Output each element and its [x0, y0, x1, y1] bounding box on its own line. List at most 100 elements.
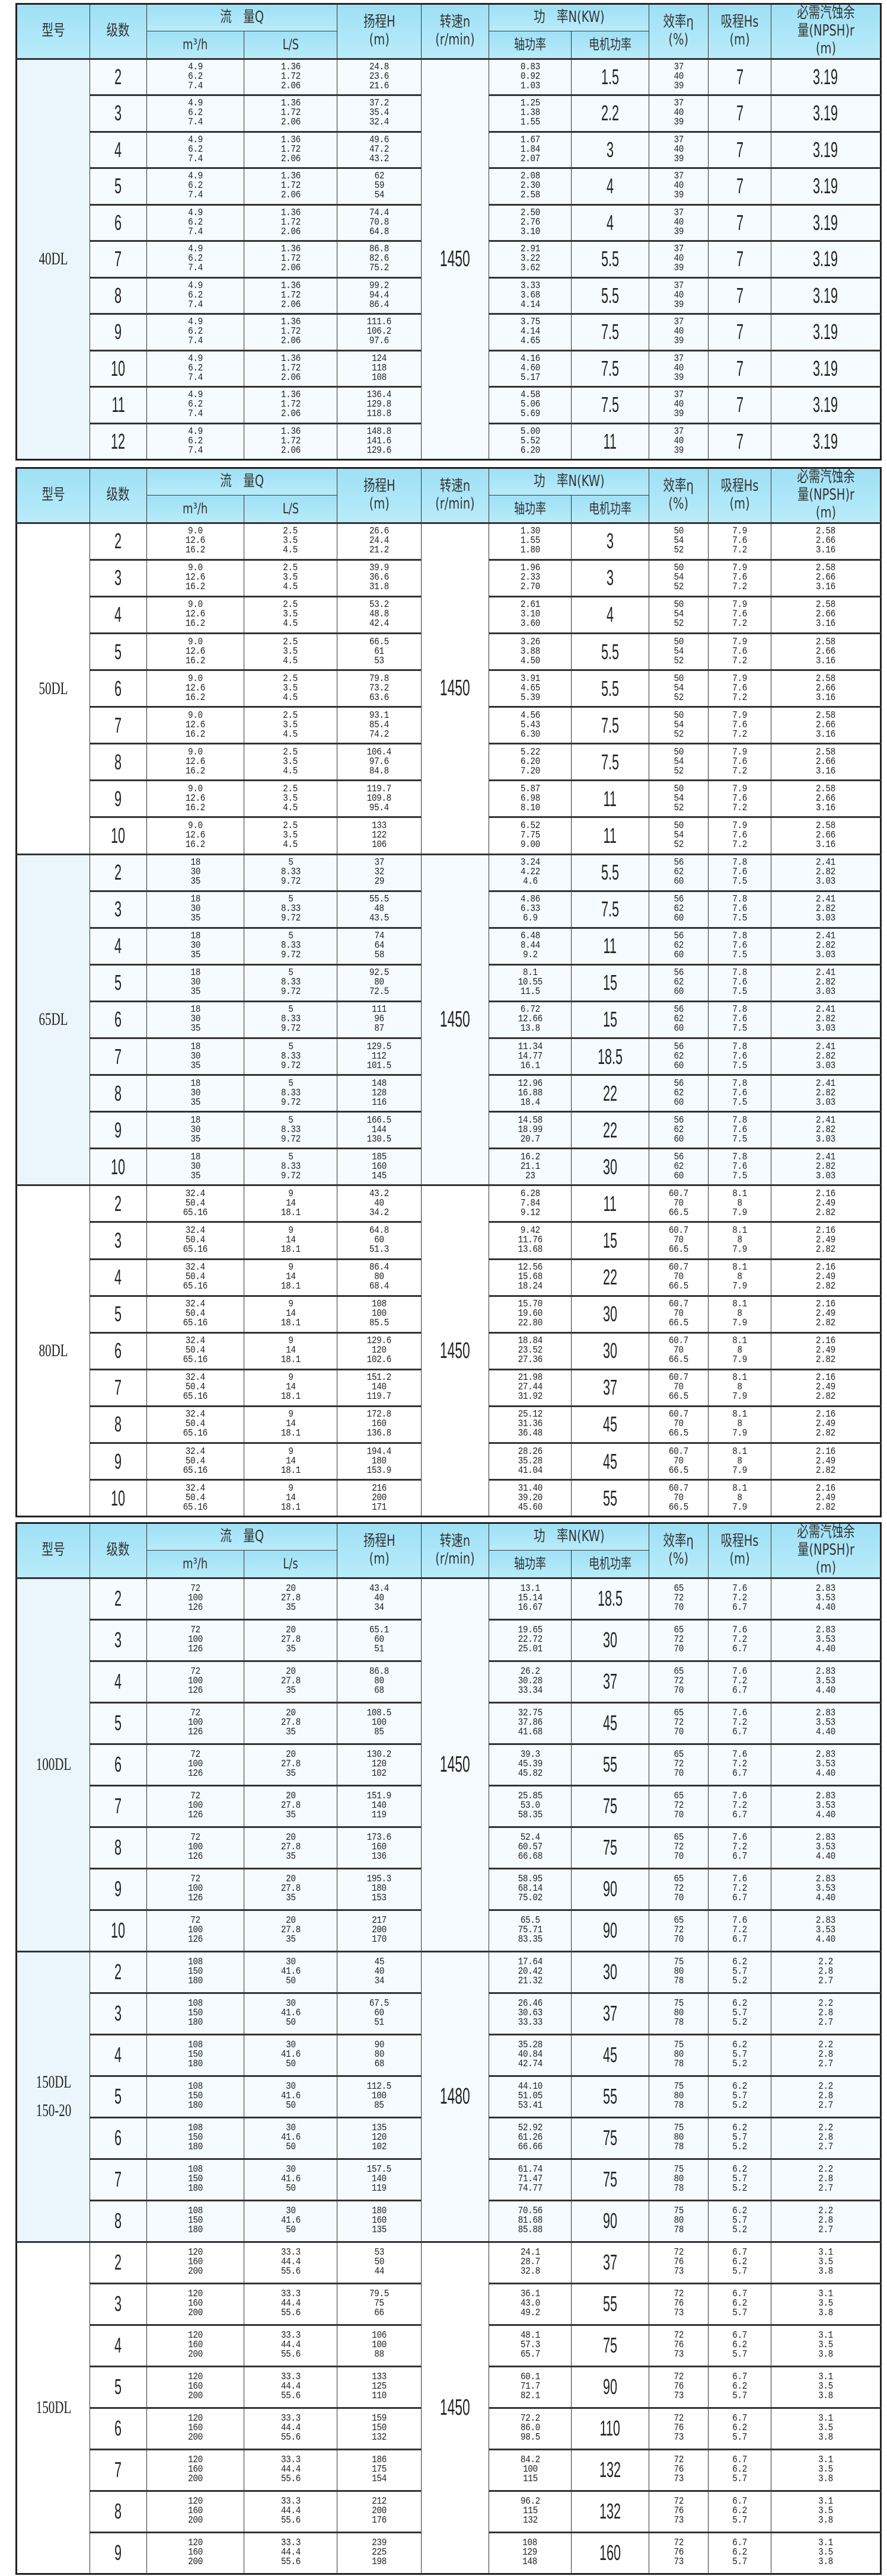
head-cell: 148.8 141.6 129.6	[337, 422, 422, 461]
stage-cell-value: 10	[111, 1485, 126, 1510]
stage-cell-value: 8	[114, 1081, 122, 1105]
efficiency-cell: 60.7 70 66.5	[649, 1368, 709, 1407]
head-cell-value: 239 225 198	[372, 2537, 387, 2568]
header-flow-ls: L/s	[244, 1550, 337, 1578]
suction-cell-value: 8.1 8 7.9	[732, 1446, 747, 1476]
flow-ls-cell-value: 1.36 1.72 2.06	[280, 353, 301, 383]
efficiency-cell: 65 72 70	[649, 1701, 709, 1744]
suction-cell: 6.2 5.7 5.2	[708, 1992, 772, 2035]
motor-power-cell: 7.5	[570, 890, 650, 928]
suction-cell-value: 7.9 7.6 7.2	[732, 636, 747, 667]
flow-ls-cell: 1.36 1.72 2.06	[244, 167, 337, 205]
motor-power-cell-value: 30	[602, 1154, 618, 1179]
shaft-power-cell: 36.1 43.0 49.2	[489, 2282, 572, 2325]
efficiency-cell: 60.7 70 66.5	[649, 1331, 709, 1370]
suction-cell: 7.6 7.2 6.7	[708, 1577, 772, 1620]
suction-cell-value: 7.6 7.2 6.7	[732, 1832, 747, 1863]
header-flow-m3h: m³/h	[146, 1550, 244, 1578]
flow-m3h-cell: 32.4 50.4 65.16	[146, 1368, 244, 1407]
flow-ls-cell: 20 27.8 35	[244, 1743, 337, 1786]
npsh-cell-value: 2.2 2.8 2.7	[818, 1957, 833, 1987]
flow-ls-cell-value: 5 8.33 9.72	[280, 1004, 301, 1035]
head-cell: 62 59 54	[337, 167, 422, 205]
flow-ls-cell-value: 2.5 3.5 4.5	[283, 636, 298, 667]
npsh-cell-value: 2.58 2.66 3.16	[816, 709, 836, 740]
motor-power-cell-value: 7.5	[601, 356, 620, 381]
model-group: 65DL 2 18 30 35 5 8.33 9.72 37 32 29 1450 3.24…	[16, 853, 882, 1186]
suction-cell-value: 7	[736, 174, 744, 199]
head-cell-value: 166.5 144 130.5	[366, 1114, 392, 1145]
shaft-power-cell-value: 28.26 35.28 41.04	[518, 1446, 543, 1476]
efficiency-cell-value: 60.7 70 66.5	[669, 1335, 689, 1366]
stage-cell: 7	[90, 2448, 147, 2491]
flow-ls-cell-value: 5 8.33 9.72	[280, 1151, 301, 1182]
suction-cell-value: 7	[736, 429, 744, 453]
motor-power-cell-value: 90	[602, 2209, 618, 2233]
head-cell: 135 120 102	[337, 2116, 422, 2159]
shaft-power-cell: 25.85 53.0 58.35	[489, 1784, 572, 1827]
flow-ls-cell: 1.36 1.72 2.06	[244, 94, 337, 132]
suction-cell: 7.9 7.6 7.2	[708, 816, 772, 855]
efficiency-cell-value: 56 62 60	[674, 894, 684, 925]
shaft-power-cell-value: 70.56 81.68 85.88	[518, 2206, 543, 2236]
flow-ls-cell-value: 30 41.6 50	[280, 2081, 301, 2112]
suction-cell: 7	[708, 203, 772, 242]
table-row: 8 32.4 50.4 65.16 9 14 18.1 172.8 160 136.8…	[17, 1405, 882, 1444]
header-flow-ls-label: L/s	[283, 1555, 298, 1572]
shaft-power-cell: 5.22 6.20 7.20	[489, 743, 572, 781]
efficiency-cell-value: 72 76 73	[674, 2330, 684, 2361]
table-row: 9 32.4 50.4 65.16 9 14 18.1 194.4 180 153.9…	[17, 1442, 882, 1481]
npsh-cell: 2.16 2.49 2.82	[771, 1442, 882, 1481]
npsh-cell-value: 3.19	[813, 64, 838, 89]
head-cell: 108.5 100 85	[337, 1701, 422, 1744]
stage-cell-value: 7	[114, 2457, 122, 2482]
flow-ls-cell-value: 5 8.33 9.72	[280, 857, 301, 888]
speed-cell: 1450	[421, 1577, 489, 1952]
suction-cell-value: 7	[736, 319, 744, 344]
stage-cell: 6	[90, 203, 147, 242]
header-efficiency: 效率η (%)	[649, 468, 709, 523]
flow-m3h-cell-value: 4.9 6.2 7.4	[188, 389, 203, 420]
flow-ls-cell: 1.36 1.72 2.06	[244, 240, 337, 278]
stage-cell: 3	[90, 2282, 147, 2325]
efficiency-cell-value: 75 80 78	[674, 2206, 684, 2236]
stage-cell: 8	[90, 1405, 147, 1444]
head-cell: 74 64 58	[337, 926, 422, 965]
stage-cell-value: 4	[114, 2043, 122, 2067]
npsh-cell: 3.1 3.5 3.8	[771, 2448, 882, 2491]
head-cell-value: 133 125 110	[372, 2372, 387, 2402]
table-row: 3 9.0 12.6 16.2 2.5 3.5 4.5 39.9 36.6 31.8 1…	[17, 558, 882, 597]
head-cell: 43.2 40 34.2	[337, 1184, 422, 1223]
head-cell-value: 133 122 106	[372, 820, 387, 851]
flow-ls-cell-value: 20 27.8 35	[280, 1915, 301, 1946]
head-cell-value: 157.5 140 119	[366, 2164, 392, 2195]
efficiency-cell: 75 80 78	[649, 1950, 709, 1993]
flow-ls-cell: 1.36 1.72 2.06	[244, 130, 337, 169]
header-flow-m3h: m³/h	[146, 31, 244, 59]
npsh-cell-value: 3.19	[813, 283, 838, 308]
motor-power-cell-value: 160	[599, 2540, 621, 2565]
header-npsh-label: 必需汽蚀余 量(NPSH)r (m)	[796, 1523, 855, 1577]
motor-power-cell-value: 75	[602, 1835, 618, 1860]
flow-m3h-cell-value: 108 150 180	[188, 1998, 203, 2029]
efficiency-cell: 37 40 39	[649, 240, 709, 278]
head-cell-value: 26.6 24.4 21.2	[369, 526, 389, 557]
head-cell: 173.6 160 136	[337, 1826, 422, 1869]
head-cell-value: 119.7 109.8 95.4	[366, 783, 392, 814]
efficiency-cell: 56 62 60	[649, 963, 709, 1002]
suction-cell: 6.7 6.2 5.7	[708, 2282, 772, 2325]
table-row: 3 4.9 6.2 7.4 1.36 1.72 2.06 37.2 35.4 32.4…	[17, 94, 882, 132]
npsh-cell-value: 2.16 2.49 2.82	[816, 1372, 836, 1403]
flow-m3h-cell: 18 30 35	[146, 890, 244, 928]
efficiency-cell-value: 60.7 70 66.5	[669, 1482, 689, 1513]
stage-cell-value: 7	[114, 1044, 122, 1069]
flow-ls-cell-value: 9 14 18.1	[280, 1188, 301, 1219]
stage-cell: 2	[90, 1184, 147, 1223]
stage-cell-value: 9	[114, 1117, 122, 1142]
shaft-power-cell-value: 8.1 10.55 11.5	[518, 967, 543, 998]
npsh-cell: 2.2 2.8 2.7	[771, 2199, 882, 2242]
flow-ls-cell: 2.5 3.5 4.5	[244, 779, 337, 818]
efficiency-cell: 60.7 70 66.5	[649, 1405, 709, 1444]
motor-power-cell-value: 15	[602, 1228, 618, 1252]
flow-ls-cell-value: 20 27.8 35	[280, 1625, 301, 1655]
